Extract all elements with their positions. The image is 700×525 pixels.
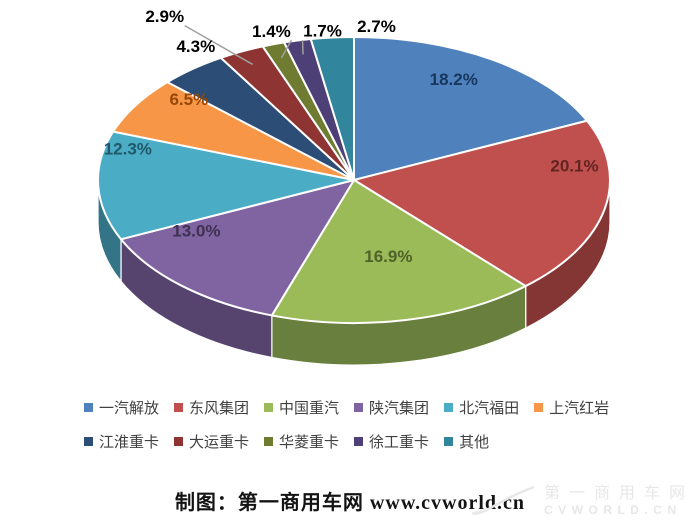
chart-legend: 一汽解放 东风集团 中国重汽 陕汽集团 北汽福田 上汽红岩 江淮重卡 大运重卡 华菱重卡 徐工重… xyxy=(84,397,684,465)
legend-label: 华菱重卡 xyxy=(279,434,340,451)
chart-caption: 制图：第一商用车网 www.cvworld.cn xyxy=(174,492,526,514)
legend-label: 江淮重卡 xyxy=(99,434,160,451)
label-leader-line-7 xyxy=(184,24,254,66)
legend-row-1: 一汽解放 东风集团 中国重汽 陕汽集团 北汽福田 上汽红岩 xyxy=(84,397,684,418)
legend-label: 陕汽集团 xyxy=(369,400,430,417)
legend-swatch-icon xyxy=(174,403,184,412)
legend-item-3: 陕汽集团 xyxy=(354,397,429,418)
legend-item-4: 北汽福田 xyxy=(444,397,519,418)
legend-row-2: 江淮重卡 大运重卡 华菱重卡 徐工重卡 其他 xyxy=(84,431,684,452)
slice-label-4: 12.3% xyxy=(104,139,152,158)
legend-swatch-icon xyxy=(84,403,93,412)
legend-item-5: 上汽红岩 xyxy=(534,397,609,418)
legend-label: 徐工重卡 xyxy=(369,434,430,451)
legend-label: 东风集团 xyxy=(189,400,250,417)
legend-label: 上汽红岩 xyxy=(549,400,610,417)
slice-label-1: 20.1% xyxy=(550,157,598,176)
pie-slice-0 xyxy=(353,36,588,181)
slice-label-9: 1.7% xyxy=(303,22,342,41)
pie-slice-2 xyxy=(270,179,527,324)
legend-item-7: 大运重卡 xyxy=(174,431,249,452)
slice-label-2: 16.9% xyxy=(364,247,412,266)
slice-label-7: 2.9% xyxy=(145,7,184,26)
legend-item-2: 中国重汽 xyxy=(264,397,339,418)
legend-swatch-icon xyxy=(264,437,274,446)
legend-label: 其他 xyxy=(459,434,490,451)
legend-swatch-icon xyxy=(444,437,454,446)
legend-label: 一汽解放 xyxy=(99,400,160,417)
slice-label-10: 2.7% xyxy=(357,17,396,36)
legend-item-9: 徐工重卡 xyxy=(354,431,429,452)
slice-label-5: 6.5% xyxy=(169,90,208,109)
legend-swatch-icon xyxy=(84,437,93,446)
label-leader-line-9 xyxy=(301,40,304,55)
legend-item-10: 其他 xyxy=(444,431,489,452)
legend-item-8: 华菱重卡 xyxy=(264,431,339,452)
slice-label-6: 4.3% xyxy=(176,37,215,56)
pie-slice-10 xyxy=(309,36,355,181)
slice-label-0: 18.2% xyxy=(430,70,478,89)
legend-label: 大运重卡 xyxy=(189,434,250,451)
slice-label-8: 1.4% xyxy=(252,22,291,41)
legend-item-0: 一汽解放 xyxy=(84,397,159,418)
legend-swatch-icon xyxy=(444,403,454,412)
legend-swatch-icon xyxy=(354,437,364,446)
pie-slice-3 xyxy=(120,179,355,317)
legend-item-6: 江淮重卡 xyxy=(84,431,159,452)
pie-chart: 18.2% 20.1% 16.9% 13.0% 12.3% 6.5% 4.3% 2.9% 1.4… xyxy=(97,7,611,366)
pie-slice-4 xyxy=(97,130,355,241)
legend-swatch-icon xyxy=(174,437,184,446)
slice-label-3: 13.0% xyxy=(172,221,220,240)
legend-swatch-icon xyxy=(534,403,544,412)
legend-item-1: 东风集团 xyxy=(174,397,249,418)
legend-label: 中国重汽 xyxy=(279,400,340,417)
pie-slice-1 xyxy=(353,119,611,288)
legend-swatch-icon xyxy=(264,403,274,412)
legend-swatch-icon xyxy=(354,403,364,412)
label-leader-line-8 xyxy=(280,39,293,59)
legend-label: 北汽福田 xyxy=(459,400,520,417)
